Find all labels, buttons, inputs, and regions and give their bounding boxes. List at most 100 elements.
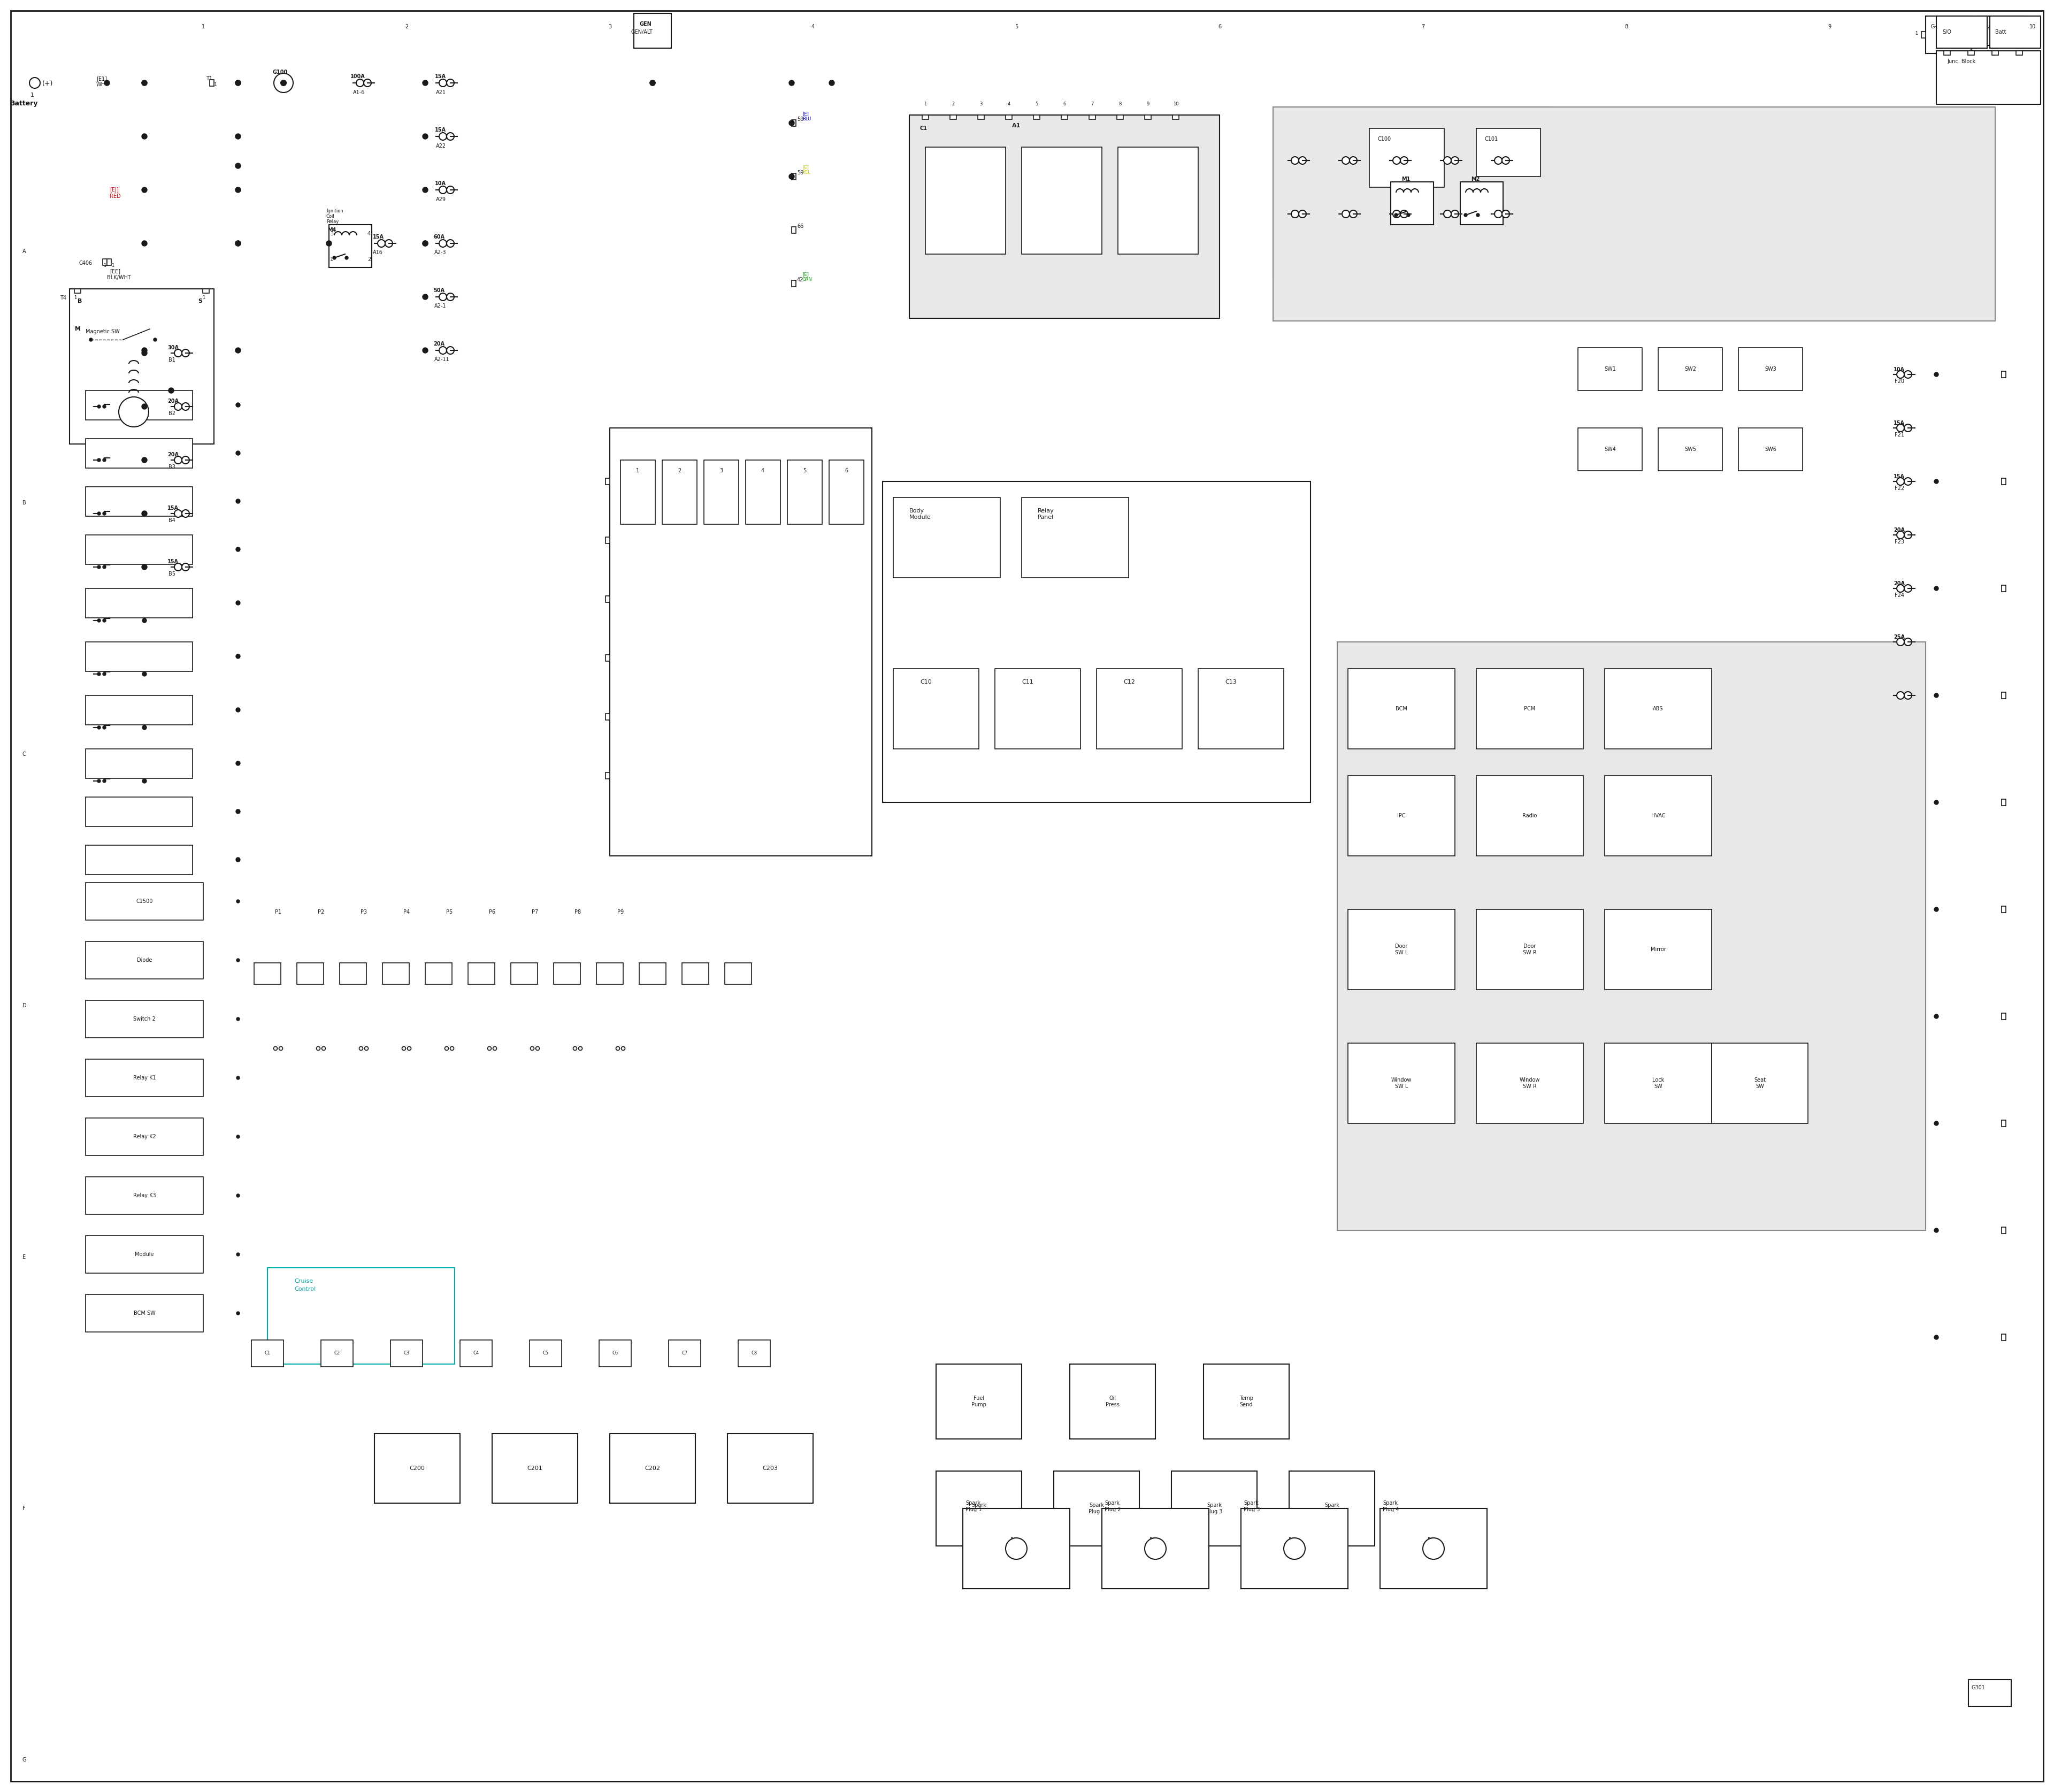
Text: 1: 1 [1914,30,1918,36]
Text: P5: P5 [446,909,452,914]
Circle shape [142,351,148,357]
Bar [86,1294,203,1331]
Circle shape [1896,692,1904,699]
Text: Battery: Battery [10,100,39,108]
Circle shape [1495,210,1501,217]
Text: C13: C13 [1224,679,1237,685]
Bar [2001,692,2007,699]
Circle shape [1393,210,1401,217]
Text: Plug
1: Plug 1 [1011,1538,1023,1548]
Circle shape [142,457,148,462]
Text: C2: C2 [335,1351,341,1355]
Circle shape [97,566,101,568]
Bar [1241,1509,1347,1590]
Bar [963,1509,1070,1590]
Text: 4: 4 [811,23,815,29]
Bar [86,941,203,978]
Text: B3: B3 [168,464,175,470]
Circle shape [1904,584,1912,591]
Circle shape [1341,156,1349,165]
Bar [791,228,797,233]
Text: C7: C7 [682,1351,688,1355]
Bar [949,115,957,120]
Bar [1062,115,1068,120]
Text: 7: 7 [1421,23,1425,29]
Text: 30A: 30A [168,346,179,351]
Bar [1337,642,1927,1231]
Bar [600,1340,631,1367]
Text: SW5: SW5 [1684,446,1697,452]
Text: Door
SW R: Door SW R [1522,944,1536,955]
Bar [70,289,214,444]
Circle shape [103,459,107,462]
Bar [1943,50,1949,56]
Text: C1: C1 [920,125,928,131]
Bar [922,115,928,120]
Circle shape [1284,1538,1304,1559]
Circle shape [236,858,240,862]
Circle shape [446,186,454,194]
Bar [1097,668,1183,749]
Circle shape [97,672,101,676]
Text: [E]
BLU: [E] BLU [803,111,811,122]
Text: (+): (+) [43,81,53,88]
Circle shape [1452,210,1458,217]
Circle shape [1935,586,1939,591]
Bar [103,258,107,265]
Bar [86,695,193,724]
Text: C100: C100 [1378,136,1391,142]
Bar [1347,776,1454,857]
Circle shape [440,294,446,301]
Bar [1273,108,1551,278]
Bar [596,962,622,984]
Text: 5: 5 [1015,23,1019,29]
Text: Oil
Press: Oil Press [1105,1396,1119,1407]
Circle shape [142,564,148,570]
Bar [787,461,822,525]
Circle shape [359,1047,364,1050]
Circle shape [168,387,175,392]
Circle shape [1935,1122,1939,1125]
Bar [1089,115,1095,120]
Circle shape [423,348,427,353]
Circle shape [97,459,101,462]
Text: Junc. Block: Junc. Block [1947,59,1976,65]
Text: 1: 1 [201,296,205,299]
Circle shape [88,339,92,340]
Bar [1937,16,1986,48]
Bar [2001,1228,2007,1233]
Circle shape [236,1253,240,1256]
Text: BCM SW: BCM SW [134,1310,156,1315]
Bar [2001,1012,2007,1020]
Circle shape [236,452,240,455]
Circle shape [97,513,101,514]
Circle shape [345,256,349,260]
Bar [606,772,610,780]
Text: Spark
Plug 1: Spark Plug 1 [965,1500,982,1512]
Text: P6: P6 [489,909,495,914]
Bar [86,1177,203,1215]
Text: B5: B5 [168,572,175,577]
Text: 15A: 15A [168,559,179,564]
Circle shape [423,294,427,299]
Bar [1204,1364,1290,1439]
Bar [1173,115,1179,120]
Bar [74,289,80,294]
Circle shape [1896,371,1904,378]
Text: F22: F22 [1894,486,1904,491]
Text: Plug
3: Plug 3 [1288,1538,1300,1548]
Text: 20A: 20A [168,452,179,457]
Bar [2001,799,2007,806]
Circle shape [1292,156,1298,165]
Text: 59: 59 [797,116,803,122]
Text: 15A: 15A [435,73,446,79]
Circle shape [1935,373,1939,376]
Text: A2-1: A2-1 [433,303,446,308]
Circle shape [236,163,240,168]
Text: F4: F4 [1444,152,1450,158]
Bar [2001,1120,2007,1127]
Circle shape [789,120,795,125]
Bar [978,115,984,120]
Circle shape [142,81,148,86]
Text: 6: 6 [844,468,848,473]
